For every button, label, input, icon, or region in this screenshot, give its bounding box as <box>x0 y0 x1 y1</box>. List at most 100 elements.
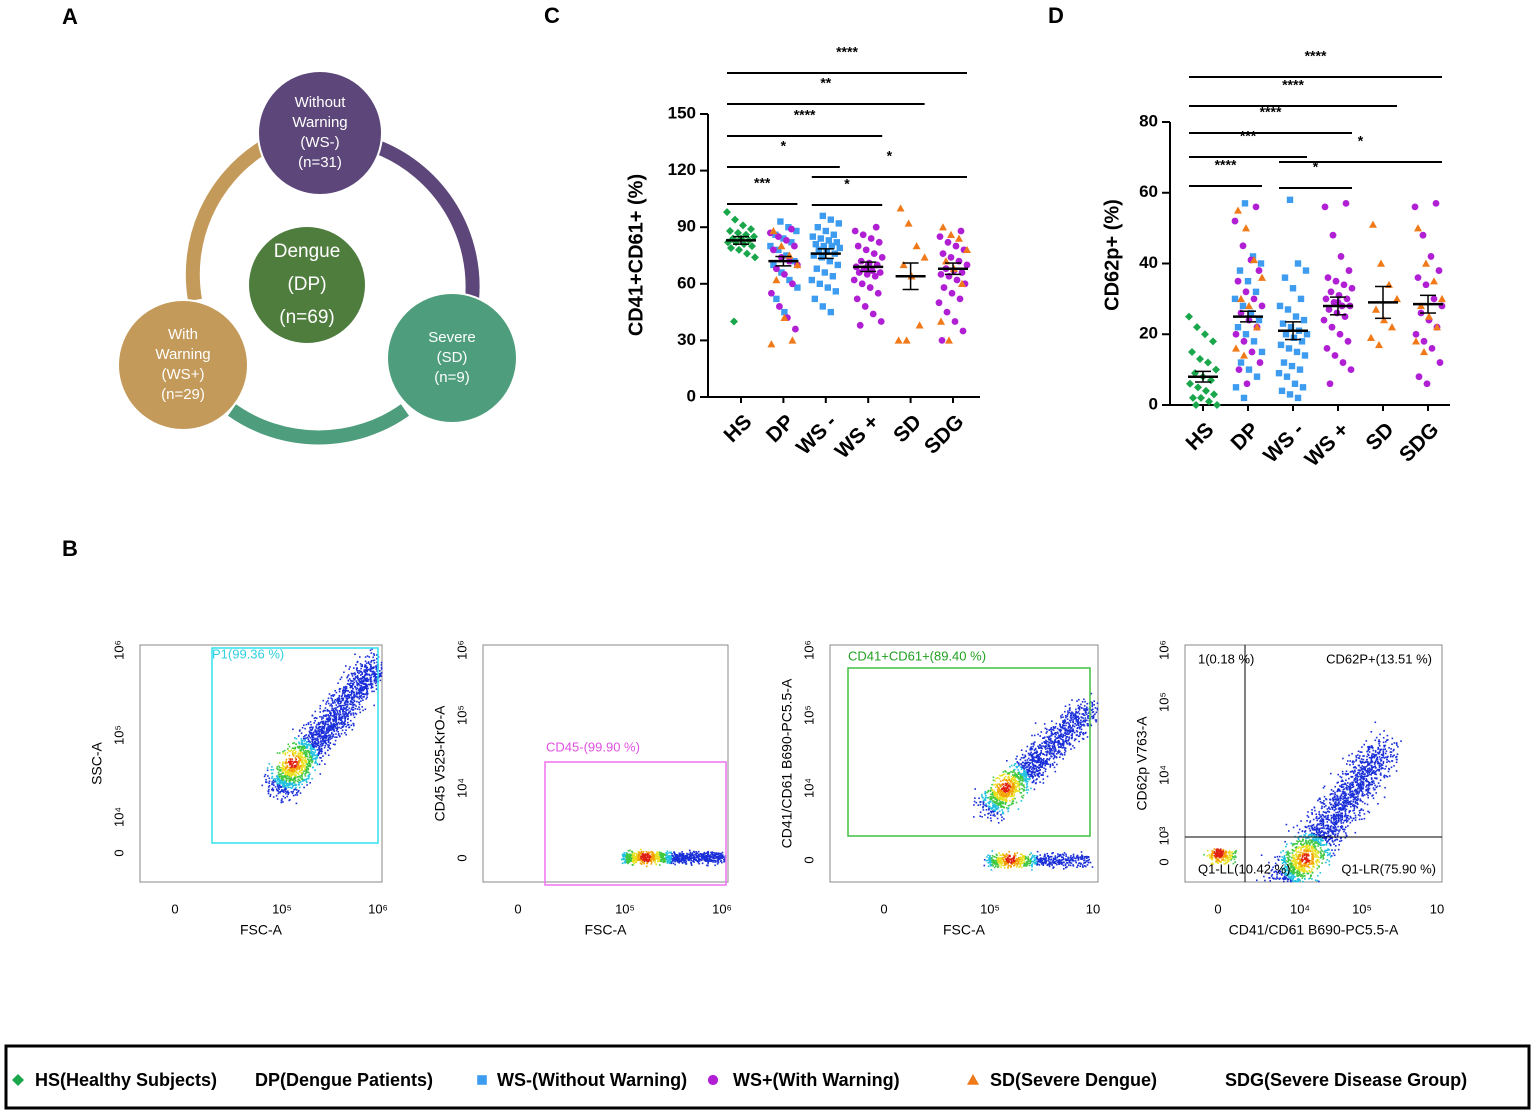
event-dot <box>995 801 998 803</box>
event-dot <box>986 791 988 794</box>
event-dot <box>364 683 367 686</box>
event-dot <box>319 705 322 707</box>
event-dot <box>371 673 374 675</box>
event-dot <box>327 749 329 752</box>
event-dot <box>1067 733 1070 735</box>
event-dot <box>312 745 315 748</box>
event-dot <box>295 784 297 787</box>
event-dot <box>678 858 680 860</box>
event-dot <box>343 671 345 674</box>
event-dot <box>334 736 336 738</box>
data-point <box>727 243 735 252</box>
event-dot <box>325 730 327 733</box>
event-dot <box>329 704 331 707</box>
event-dot <box>1048 729 1050 731</box>
event-dot <box>654 861 656 864</box>
event-dot <box>318 734 321 736</box>
event-dot <box>361 697 363 700</box>
event-dot <box>662 855 665 857</box>
event-dot <box>1036 855 1039 858</box>
data-point <box>952 242 960 250</box>
event-dot <box>335 707 337 709</box>
event-dot <box>1077 719 1079 722</box>
event-dot <box>368 668 371 671</box>
event-dot <box>1029 766 1031 769</box>
event-dot <box>1002 779 1004 782</box>
event-dot <box>304 739 306 741</box>
event-dot <box>982 809 985 811</box>
event-dot <box>979 811 982 813</box>
event-dot <box>1040 745 1042 748</box>
event-dot <box>271 775 274 778</box>
node-label: (WS-) <box>300 134 339 151</box>
event-dot <box>310 733 313 735</box>
event-dot <box>317 728 319 730</box>
event-dot <box>348 707 351 710</box>
event-dot <box>717 860 719 863</box>
event-dot <box>326 720 328 723</box>
event-dot <box>1059 756 1061 758</box>
event-dot <box>1025 776 1027 779</box>
event-dot <box>646 855 649 857</box>
event-dot <box>321 718 323 720</box>
data-point <box>1234 277 1242 285</box>
event-dot <box>995 804 997 807</box>
event-dot <box>293 742 295 744</box>
event-dot <box>317 726 320 729</box>
event-dot <box>1079 727 1081 730</box>
event-dot <box>682 855 685 857</box>
data-point <box>1248 348 1256 356</box>
event-dot <box>1060 726 1062 728</box>
event-dot <box>1053 744 1055 746</box>
event-dot <box>332 701 334 703</box>
event-dot <box>287 770 289 772</box>
event-dot <box>991 802 994 804</box>
event-dot <box>1005 779 1008 781</box>
event-dot <box>333 710 336 712</box>
event-dot <box>286 775 289 777</box>
event-dot <box>1001 798 1004 800</box>
event-dot <box>295 802 298 805</box>
event-dot <box>1083 719 1086 721</box>
event-dot <box>352 709 355 711</box>
event-dot <box>655 854 657 857</box>
event-dot <box>280 801 283 804</box>
event-dot <box>1074 738 1077 740</box>
event-dot <box>309 752 312 755</box>
event-dot <box>1056 859 1058 862</box>
event-dot <box>713 859 715 862</box>
event-dot <box>1063 721 1066 723</box>
event-dot <box>358 693 361 695</box>
event-dot <box>1022 767 1025 769</box>
event-dot <box>287 773 289 776</box>
event-dot <box>645 854 648 856</box>
event-dot <box>702 854 704 857</box>
event-dot <box>1031 869 1033 871</box>
event-dot <box>1034 747 1037 750</box>
event-dot <box>695 854 698 857</box>
event-dot <box>1018 762 1020 765</box>
event-dot <box>366 655 369 657</box>
event-dot <box>356 670 359 672</box>
data-point <box>1193 323 1201 332</box>
event-dot <box>333 714 336 717</box>
event-dot <box>340 705 343 707</box>
event-dot <box>1066 736 1068 738</box>
event-dot <box>359 670 362 673</box>
event-dot <box>330 697 332 699</box>
event-dot <box>1077 856 1079 859</box>
data-point <box>1302 267 1310 274</box>
event-dot <box>314 769 316 771</box>
event-dot <box>282 765 284 768</box>
data-point <box>878 253 886 261</box>
event-dot <box>1021 782 1023 785</box>
event-dot <box>626 854 628 857</box>
event-dot <box>327 726 329 729</box>
event-dot <box>335 718 337 720</box>
event-dot <box>1062 724 1064 726</box>
event-dot <box>707 852 709 855</box>
event-dot <box>327 737 330 740</box>
event-dot <box>350 698 353 700</box>
event-dot <box>326 731 329 734</box>
event-dot <box>319 726 321 728</box>
